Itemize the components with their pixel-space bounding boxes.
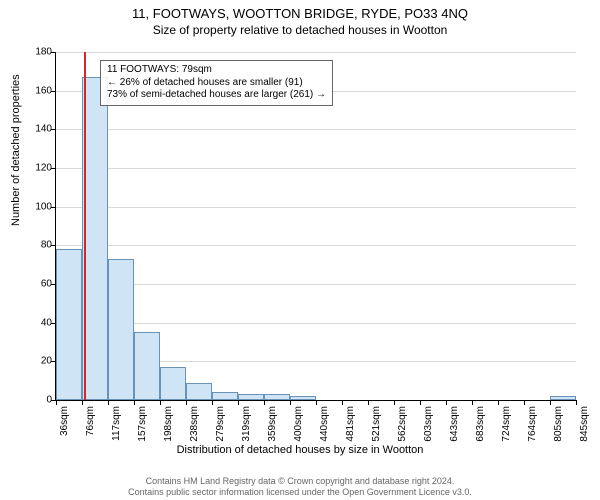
x-tick-mark — [446, 400, 447, 405]
y-tick-label: 180 — [35, 47, 52, 58]
x-tick-label: 683sqm — [475, 406, 486, 442]
x-tick-mark — [212, 400, 213, 405]
reference-line — [84, 52, 86, 400]
x-tick-mark — [82, 400, 83, 405]
grid-line — [56, 323, 576, 324]
x-tick-mark — [420, 400, 421, 405]
histogram-bar — [82, 77, 108, 400]
y-tick-label: 160 — [35, 85, 52, 96]
histogram-bar — [238, 394, 264, 400]
histogram-bar — [134, 332, 160, 400]
chart-title: 11, FOOTWAYS, WOOTTON BRIDGE, RYDE, PO33… — [0, 6, 600, 21]
x-tick-mark — [394, 400, 395, 405]
x-tick-label: 562sqm — [397, 406, 408, 442]
x-tick-mark — [472, 400, 473, 405]
x-tick-label: 764sqm — [527, 406, 538, 442]
chart-subtitle: Size of property relative to detached ho… — [0, 23, 600, 37]
annotation-line: 73% of semi-detached houses are larger (… — [107, 89, 326, 102]
x-tick-label: 76sqm — [85, 406, 96, 436]
x-tick-mark — [316, 400, 317, 405]
y-tick-label: 40 — [41, 317, 52, 328]
x-tick-mark — [368, 400, 369, 405]
x-tick-mark — [264, 400, 265, 405]
y-tick-label: 140 — [35, 124, 52, 135]
histogram-bar — [290, 396, 316, 400]
x-tick-label: 238sqm — [189, 406, 200, 442]
x-tick-mark — [290, 400, 291, 405]
x-tick-label: 319sqm — [241, 406, 252, 442]
x-tick-label: 400sqm — [293, 406, 304, 442]
x-tick-mark — [238, 400, 239, 405]
x-tick-mark — [108, 400, 109, 405]
x-tick-label: 845sqm — [579, 406, 590, 442]
histogram-bar — [212, 392, 238, 400]
x-tick-mark — [342, 400, 343, 405]
x-tick-label: 279sqm — [215, 406, 226, 442]
y-tick-label: 0 — [46, 395, 52, 406]
histogram-bar — [550, 396, 576, 400]
x-tick-label: 157sqm — [137, 406, 148, 442]
histogram-bar — [108, 259, 134, 400]
property-size-chart: 11, FOOTWAYS, WOOTTON BRIDGE, RYDE, PO33… — [0, 0, 600, 500]
histogram-bar — [264, 394, 290, 400]
x-tick-mark — [186, 400, 187, 405]
annotation-line: ← 26% of detached houses are smaller (91… — [107, 77, 326, 90]
histogram-bar — [160, 367, 186, 400]
x-tick-label: 481sqm — [345, 406, 356, 442]
x-tick-mark — [524, 400, 525, 405]
plot-area: 02040608010012014016018036sqm76sqm117sqm… — [55, 52, 576, 401]
x-tick-mark — [576, 400, 577, 405]
histogram-bar — [56, 249, 82, 400]
x-tick-label: 643sqm — [449, 406, 460, 442]
x-tick-mark — [160, 400, 161, 405]
x-tick-mark — [56, 400, 57, 405]
grid-line — [56, 245, 576, 246]
x-tick-label: 117sqm — [111, 406, 122, 441]
footer-line: Contains public sector information licen… — [0, 487, 600, 498]
y-tick-label: 60 — [41, 279, 52, 290]
x-tick-label: 724sqm — [501, 406, 512, 442]
grid-line — [56, 129, 576, 130]
x-tick-mark — [134, 400, 135, 405]
y-tick-label: 80 — [41, 240, 52, 251]
grid-line — [56, 168, 576, 169]
footer-line: Contains HM Land Registry data © Crown c… — [0, 476, 600, 487]
y-tick-label: 20 — [41, 356, 52, 367]
y-tick-label: 100 — [35, 201, 52, 212]
annotation-line: 11 FOOTWAYS: 79sqm — [107, 64, 326, 77]
y-axis-label: Number of detached properties — [10, 74, 22, 226]
x-tick-label: 36sqm — [59, 406, 70, 436]
x-tick-mark — [550, 400, 551, 405]
x-tick-label: 805sqm — [553, 406, 564, 442]
grid-line — [56, 52, 576, 53]
x-tick-mark — [498, 400, 499, 405]
y-tick-label: 120 — [35, 163, 52, 174]
x-axis-label: Distribution of detached houses by size … — [0, 444, 600, 456]
grid-line — [56, 284, 576, 285]
annotation-box: 11 FOOTWAYS: 79sqm ← 26% of detached hou… — [100, 60, 333, 106]
histogram-bar — [186, 383, 212, 400]
grid-line — [56, 207, 576, 208]
x-tick-label: 521sqm — [371, 406, 382, 442]
x-tick-label: 359sqm — [267, 406, 278, 442]
x-tick-label: 198sqm — [163, 406, 174, 442]
x-tick-label: 603sqm — [423, 406, 434, 442]
x-tick-label: 440sqm — [319, 406, 330, 442]
chart-footer: Contains HM Land Registry data © Crown c… — [0, 476, 600, 498]
